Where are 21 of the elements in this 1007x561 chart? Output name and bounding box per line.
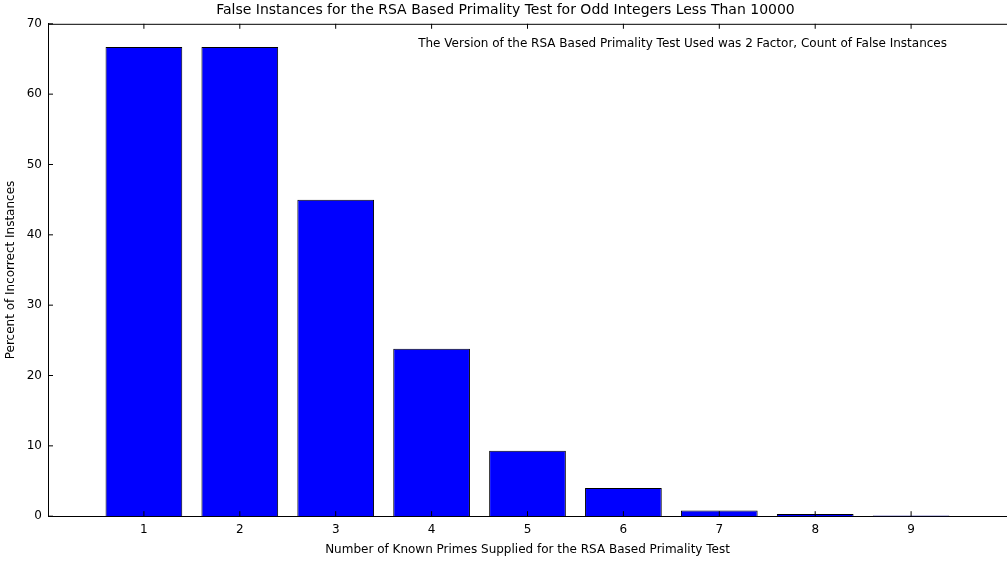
- annotation: The Version of the RSA Based Primality Test Used was 2 Factor, Count of False Instances: [417, 35, 947, 50]
- x-axis-title: Number of Known Primes Supplied for the RSA Based Primality Test: [325, 541, 731, 556]
- y-tick-label: 10: [26, 437, 42, 452]
- x-tick-label: 5: [523, 521, 532, 536]
- x-tick-label: 1: [140, 521, 148, 536]
- x-tick-label: 7: [715, 521, 724, 536]
- x-tick-label: 3: [331, 521, 340, 536]
- x-tick-label: 8: [811, 521, 820, 536]
- y-axis-title: Percent of Incorrect Instances: [3, 180, 18, 360]
- x-tick-label: 9: [907, 521, 915, 536]
- y-tick-label: 30: [26, 297, 42, 312]
- x-tick-label: 2: [235, 521, 244, 536]
- y-tick-label: 50: [26, 156, 42, 171]
- y-tick-label: 60: [26, 86, 42, 101]
- y-tick-label: 40: [26, 226, 42, 241]
- y-tick-label: 70: [26, 15, 42, 30]
- x-tick-label: 6: [619, 521, 628, 536]
- y-tick-label: 20: [26, 367, 42, 382]
- x-tick-label: 4: [427, 521, 436, 536]
- y-tick-label: 0: [34, 508, 42, 523]
- chart-title: False Instances for the RSA Based Primality Test for Odd Integers Less Than 10000: [216, 1, 795, 18]
